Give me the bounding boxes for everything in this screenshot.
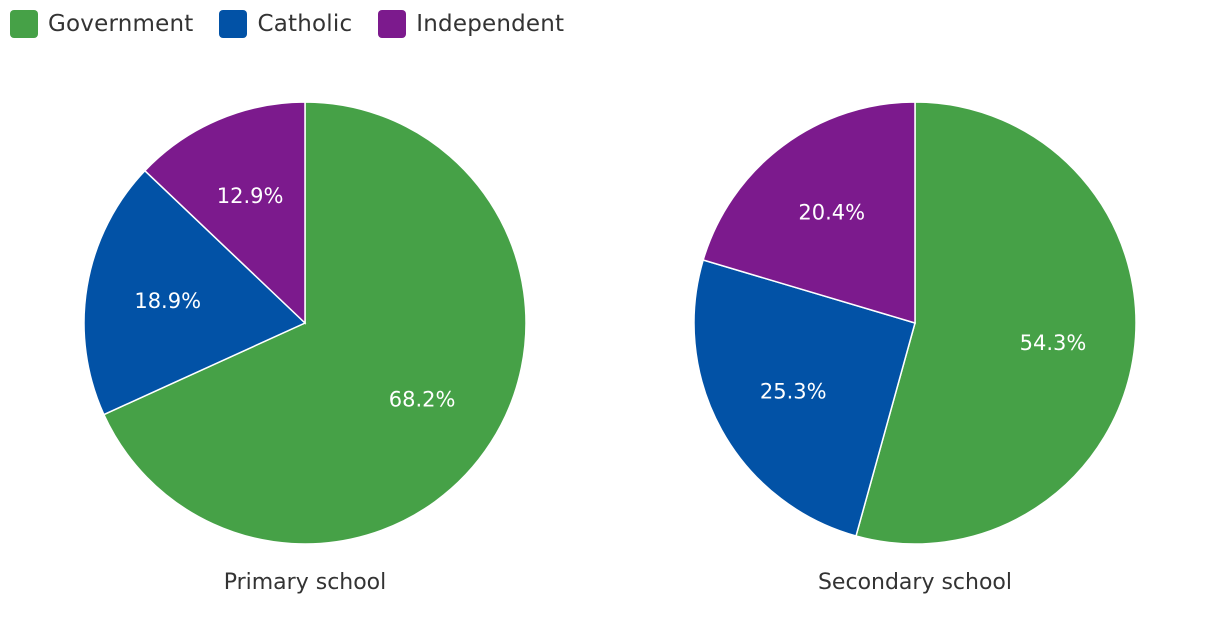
pie-slice-primary-school-government[interactable] <box>102 101 527 545</box>
slice-label-secondary-school-catholic: 25.3% <box>760 379 827 403</box>
slice-label-primary-school-independent: 12.9% <box>217 184 284 208</box>
legend-label-independent: Independent <box>416 11 565 37</box>
legend-label-catholic: Catholic <box>257 11 353 37</box>
legend-swatch-government <box>10 10 38 38</box>
pie-slice-secondary-school-independent[interactable] <box>702 101 916 325</box>
slice-label-primary-school-catholic: 18.9% <box>134 289 201 313</box>
legend-swatch-catholic <box>219 10 248 38</box>
legend-swatch-independent <box>378 10 407 38</box>
pie-slice-primary-school-independent[interactable] <box>143 101 306 325</box>
legend-item-independent[interactable]: Independent <box>378 10 564 38</box>
chart-title-secondary-school: Secondary school <box>818 570 1012 595</box>
legend: Government Catholic Independent <box>10 10 590 38</box>
pie-slice-primary-school-catholic[interactable] <box>83 169 307 416</box>
legend-item-government[interactable]: Government <box>10 10 193 38</box>
legend-item-catholic[interactable]: Catholic <box>219 10 352 38</box>
slice-label-primary-school-government: 68.2% <box>389 387 456 411</box>
pie-slice-secondary-school-catholic[interactable] <box>693 259 916 537</box>
pie-slice-secondary-school-government[interactable] <box>855 101 1137 545</box>
legend-label-government: Government <box>48 11 194 37</box>
pie-chart-primary-school: 68.2% 18.9% 12.9% <box>83 101 527 545</box>
slice-label-secondary-school-independent: 20.4% <box>798 200 865 224</box>
pie-chart-secondary-school: 54.3% 25.3% 20.4% <box>693 101 1137 545</box>
chart-title-primary-school: Primary school <box>224 570 387 595</box>
slice-label-secondary-school-government: 54.3% <box>1020 331 1087 355</box>
